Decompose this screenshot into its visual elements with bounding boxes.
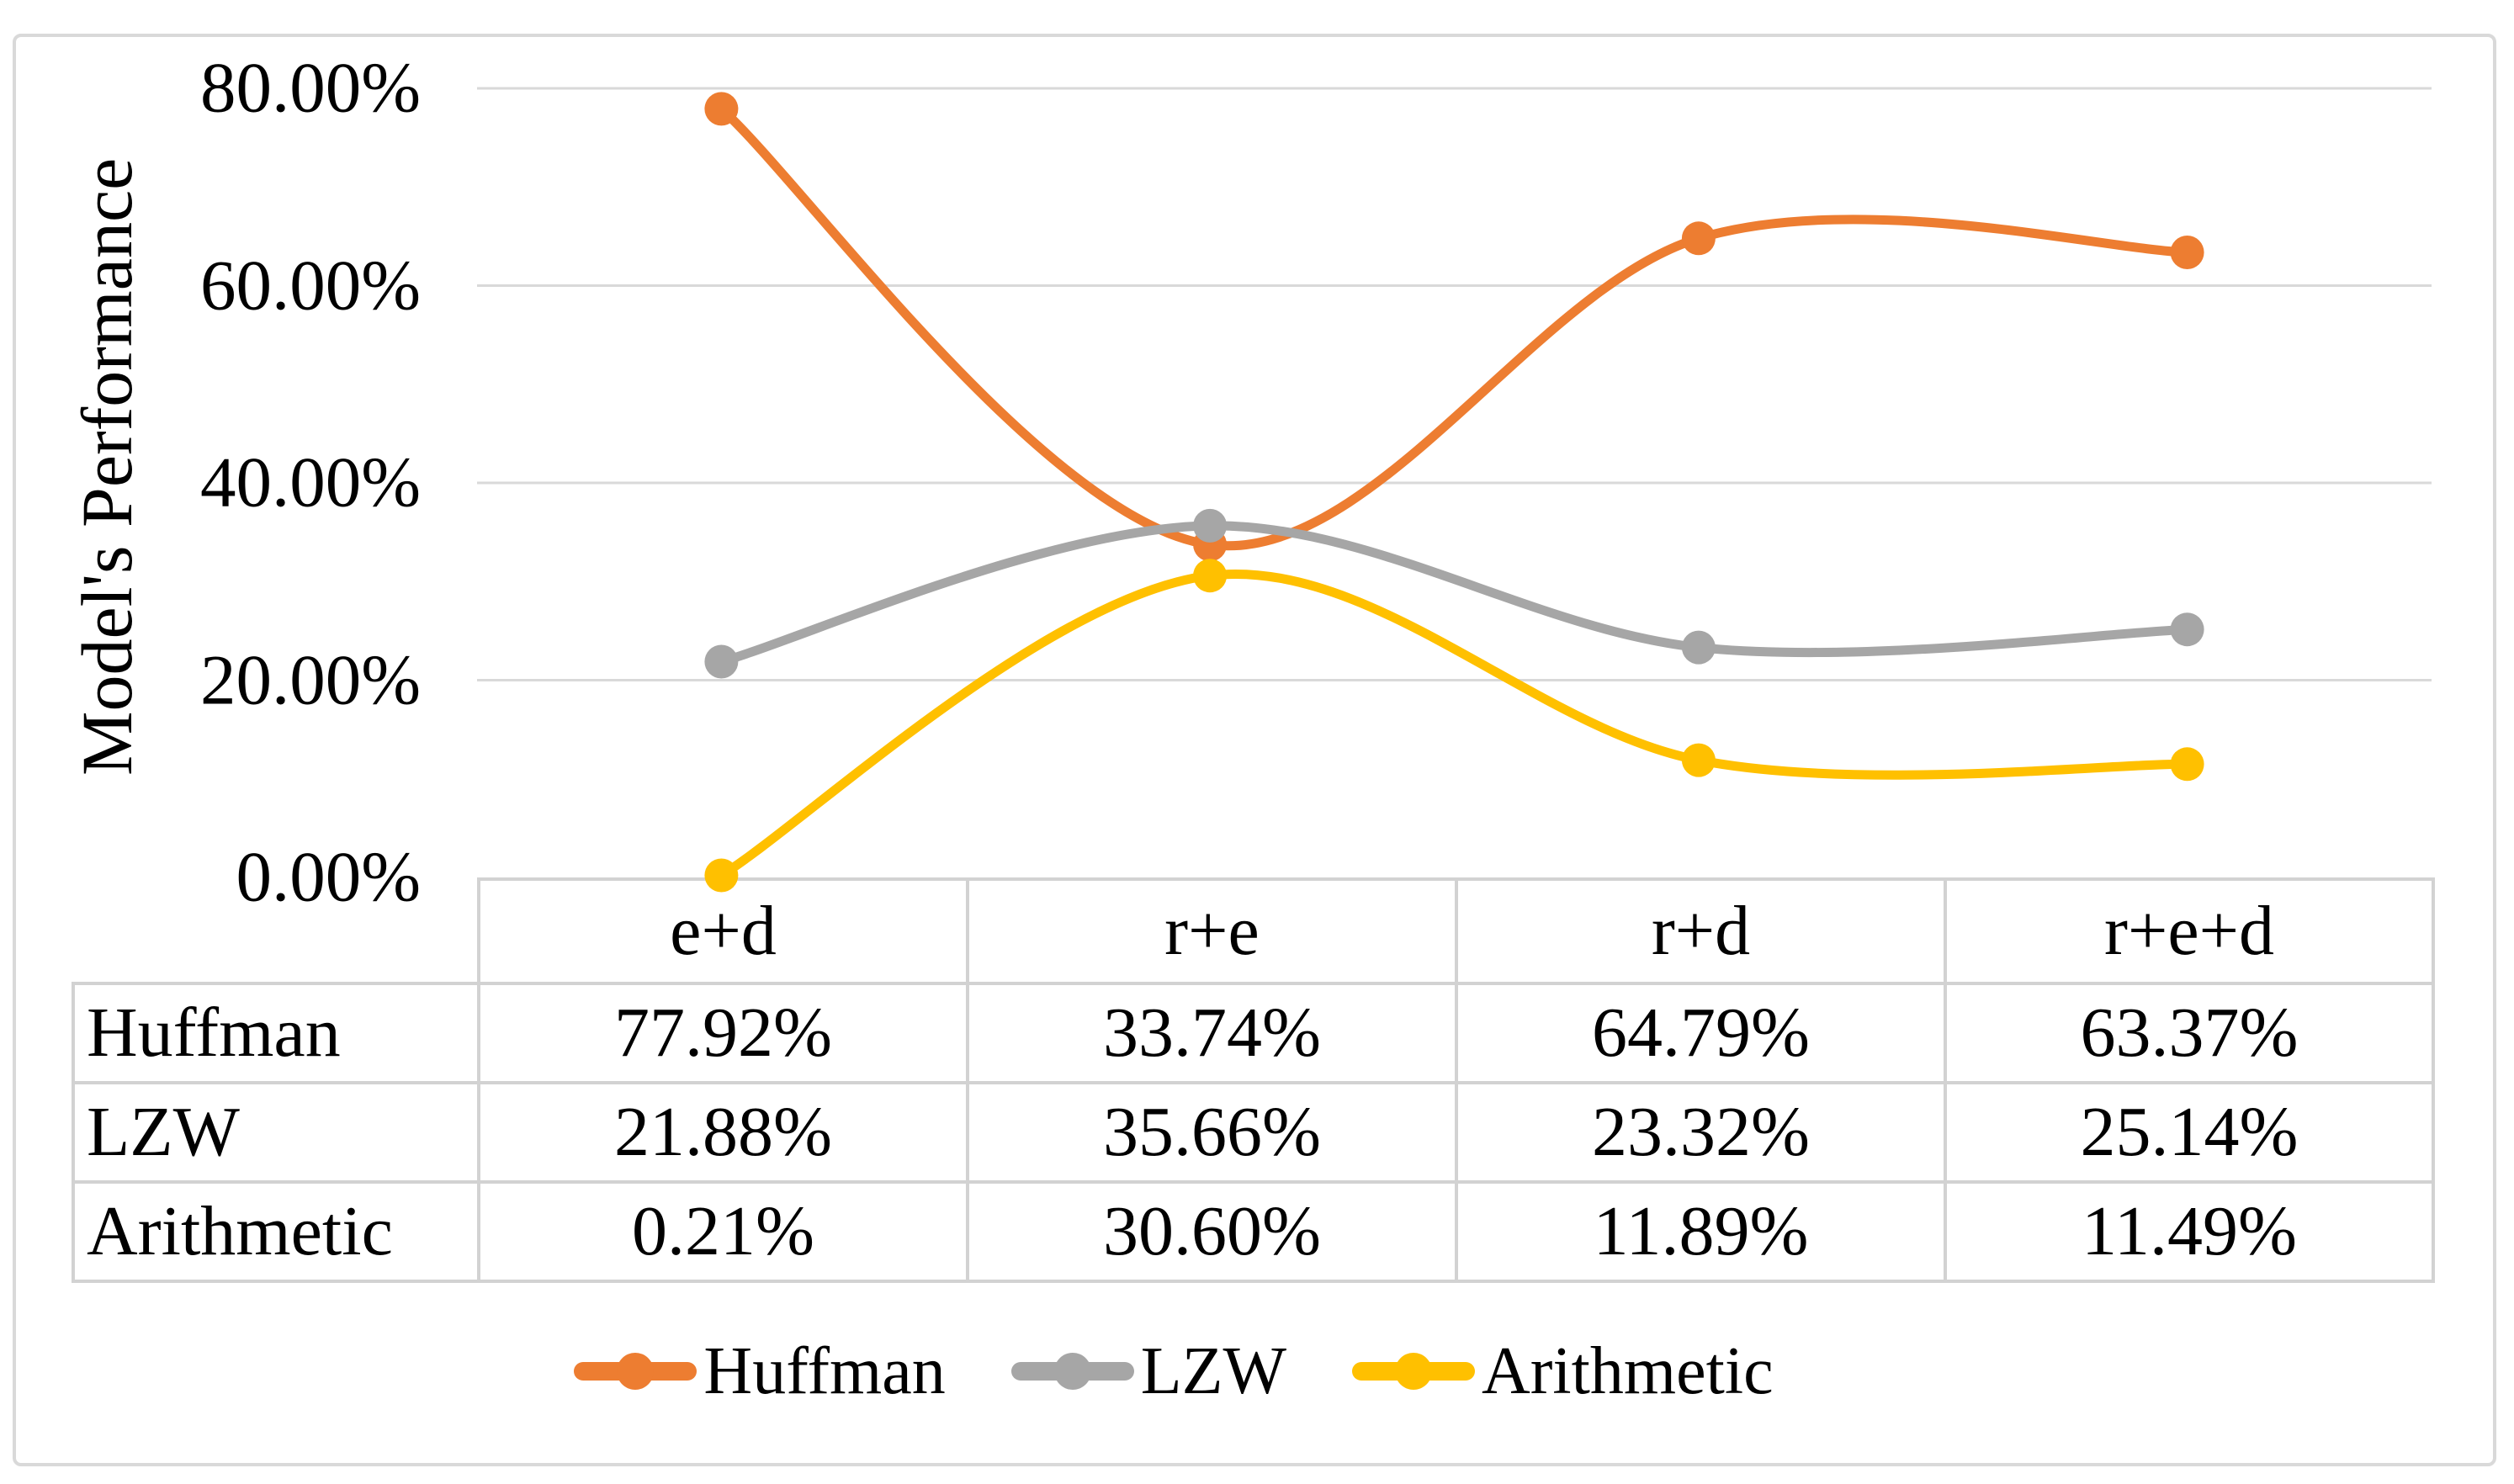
table-cell: 63.37% bbox=[1944, 982, 2435, 1084]
legend: Huffman LZW Arithmetic bbox=[72, 1334, 2276, 1408]
table-cell: 0.21% bbox=[477, 1180, 969, 1283]
table-cell: 11.49% bbox=[1944, 1180, 2435, 1283]
legend-dot-icon bbox=[1395, 1353, 1433, 1390]
legend-item-lzw: LZW bbox=[1010, 1334, 1287, 1408]
y-tick-label: 80.00% bbox=[199, 48, 421, 128]
legend-item-huffman: Huffman bbox=[574, 1334, 946, 1408]
legend-dot-icon bbox=[1053, 1353, 1091, 1390]
table-row: LZW 21.88% 35.66% 23.32% 25.14% bbox=[72, 1081, 2435, 1184]
table-cell: 11.89% bbox=[1455, 1180, 1947, 1283]
legend-item-arithmetic: Arithmetic bbox=[1352, 1338, 1774, 1405]
legend-dot-icon bbox=[617, 1353, 655, 1390]
table-cell: 21.88% bbox=[477, 1081, 969, 1184]
table-column-header: r+d bbox=[1455, 877, 1947, 985]
table-cell: 25.14% bbox=[1944, 1081, 2435, 1184]
table-header-row: e+d r+e r+d r+e+d bbox=[73, 877, 2435, 985]
table-row-label: Arithmetic bbox=[72, 1180, 480, 1283]
legend-label: Huffman bbox=[703, 1334, 946, 1408]
table-row-label: Huffman bbox=[72, 982, 480, 1084]
table-row: Huffman 77.92% 33.74% 64.79% 63.37% bbox=[72, 982, 2435, 1084]
table-row: Arithmetic 0.21% 30.60% 11.89% 11.49% bbox=[72, 1180, 2435, 1283]
y-tick-label: 40.00% bbox=[199, 443, 421, 522]
table-cell: 33.74% bbox=[966, 982, 1458, 1084]
legend-line-marker-icon bbox=[1010, 1352, 1134, 1391]
y-tick-label: 20.00% bbox=[199, 640, 421, 719]
y-tick-label: 60.00% bbox=[199, 246, 421, 325]
table-cell: 23.32% bbox=[1455, 1081, 1947, 1184]
table-corner-cell bbox=[73, 879, 479, 983]
chart-frame bbox=[13, 34, 2496, 1466]
table-column-header: r+e bbox=[966, 877, 1458, 985]
legend-line-marker-icon bbox=[1352, 1352, 1476, 1391]
legend-label: Arithmetic bbox=[1482, 1334, 1774, 1408]
table-cell: 77.92% bbox=[477, 982, 969, 1084]
table-column-header: e+d bbox=[477, 877, 969, 985]
legend-line-marker-icon bbox=[574, 1352, 697, 1391]
table-cell: 30.60% bbox=[966, 1180, 1458, 1283]
table-row-label: LZW bbox=[72, 1081, 480, 1184]
data-table: e+d r+e r+d r+e+d Huffman 77.92% 33.74% 64.79%… bbox=[72, 877, 2435, 1283]
table-column-header: r+e+d bbox=[1944, 877, 2435, 985]
y-tick-label: 0.00% bbox=[236, 837, 421, 917]
table-cell: 64.79% bbox=[1455, 982, 1947, 1084]
legend-label: LZW bbox=[1140, 1334, 1287, 1408]
table-cell: 35.66% bbox=[966, 1081, 1458, 1184]
